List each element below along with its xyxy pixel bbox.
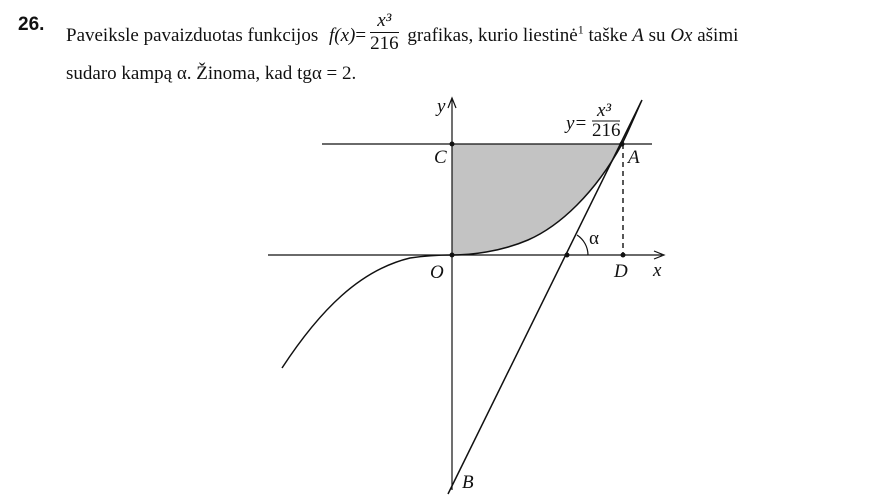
line2-start: sudaro kampą: [66, 63, 173, 84]
label-alpha: α: [589, 228, 599, 249]
label-a: A: [626, 147, 640, 168]
point-tangent-x-intersect: [564, 252, 570, 258]
text-su: su: [648, 24, 666, 46]
alpha-ref: α.: [176, 63, 192, 84]
point-a-ref: A: [632, 24, 644, 46]
text-end: ašimi: [697, 24, 739, 46]
curve-label-prefix: y=: [564, 113, 587, 134]
label-y: y: [435, 96, 446, 117]
y-axis-arrow: [447, 96, 457, 109]
label-d: D: [613, 261, 628, 282]
text-after-function: grafikas, kurio liestinė: [407, 24, 578, 46]
label-c: C: [434, 147, 447, 168]
point-a: [619, 141, 625, 147]
label-b: B: [462, 472, 474, 493]
tangent-condition: tgα = 2.: [297, 63, 357, 84]
text-point: taške: [588, 24, 628, 46]
problem-statement: 26. Paveiksle pavaizduotas funkcijos f(x…: [0, 0, 890, 92]
problem-line-1: Paveiksle pavaizduotas funkcijos f(x)= x³…: [66, 10, 739, 59]
problem-number: 26.: [18, 14, 45, 35]
curve-label-denominator: 216: [592, 120, 621, 141]
curve-label: y= x³ 216: [564, 100, 621, 141]
function-name: f(x): [328, 24, 356, 46]
footnote-marker: 1: [577, 22, 584, 37]
point-c: [449, 141, 455, 147]
text-before-function: Paveiksle pavaizduotas funkcijos: [66, 24, 319, 46]
label-o: O: [430, 262, 444, 283]
point-d: [620, 252, 626, 258]
point-o: [449, 252, 455, 258]
fraction-denominator: 216: [370, 33, 399, 54]
shaded-region: [452, 144, 622, 255]
curve-label-numerator: x³: [596, 100, 611, 121]
fraction-numerator: x³: [370, 10, 399, 33]
function-fraction: x³ 216: [370, 10, 399, 55]
line2-mid: Žinoma, kad: [196, 63, 293, 84]
angle-alpha-arc: [576, 234, 589, 256]
problem-line-2: sudaro kampą α. Žinoma, kad tgα = 2.: [66, 63, 356, 85]
x-axis-arrow: [653, 250, 666, 260]
equals-sign: =: [355, 24, 367, 46]
tangent-line: [447, 99, 643, 495]
axis-ox-ref: Ox: [670, 24, 693, 46]
label-x: x: [652, 260, 662, 281]
